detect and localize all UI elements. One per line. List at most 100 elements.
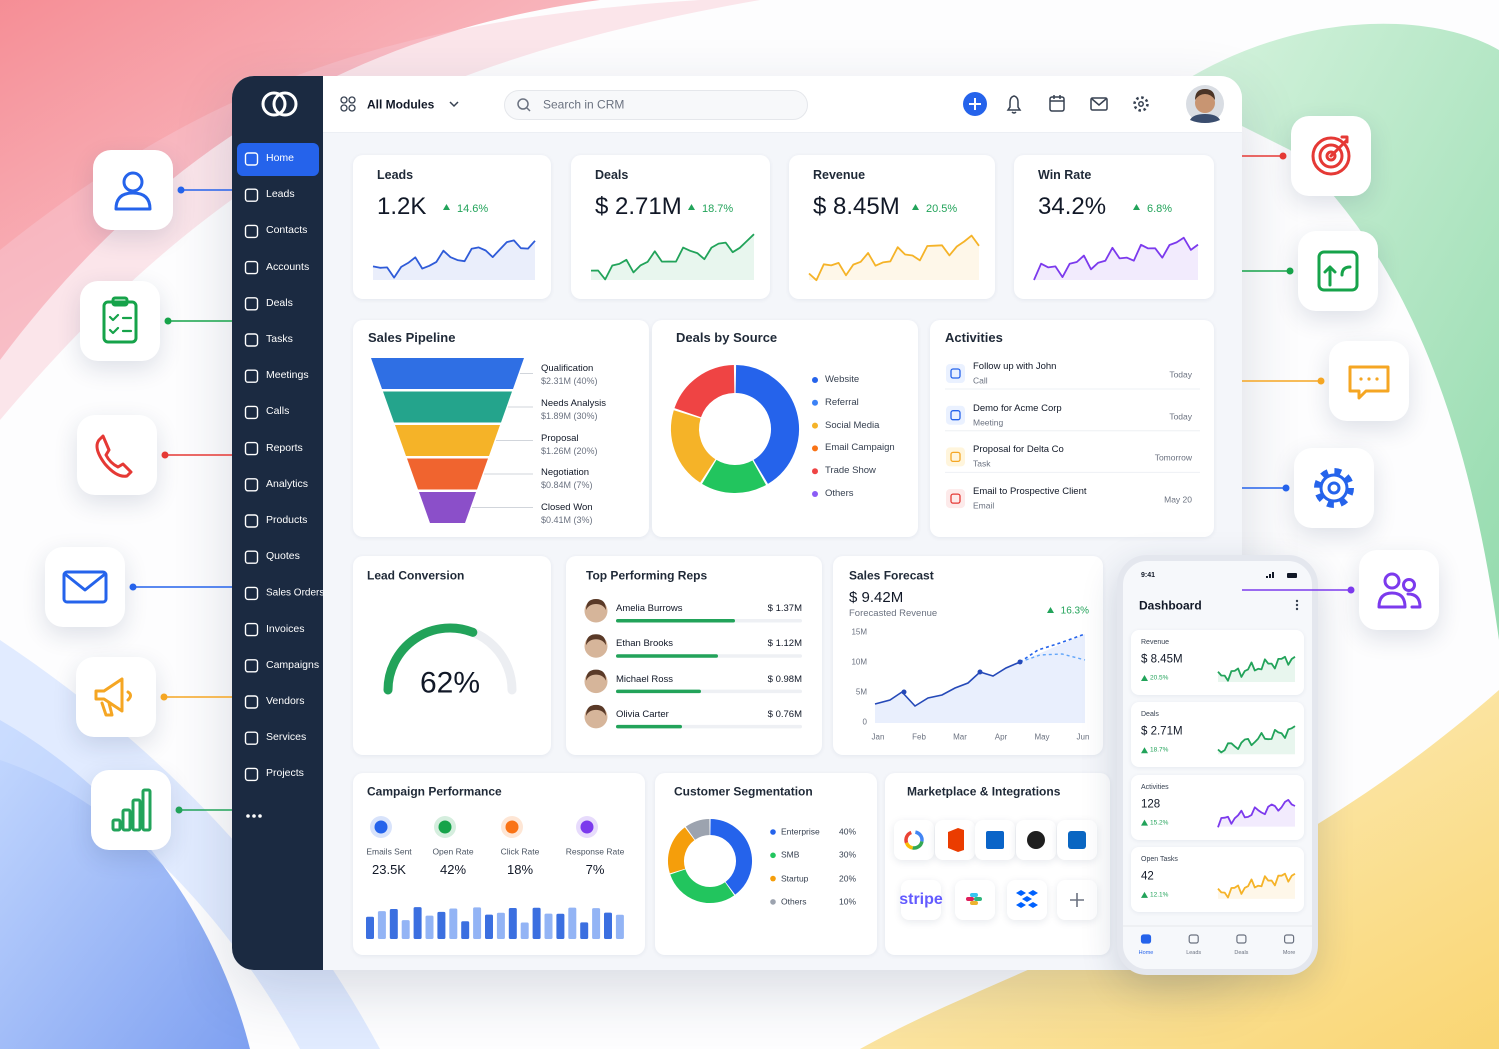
- forecast-value: $ 9.42M: [849, 588, 904, 606]
- legend-item: Social Media: [825, 419, 880, 431]
- card-title: Lead Conversion: [367, 568, 465, 583]
- nav-item: Analytics: [266, 478, 309, 491]
- forecast-change: 16.3%: [1060, 605, 1089, 617]
- legend-item: Enterprise: [781, 826, 820, 837]
- kpi-label: Revenue: [813, 168, 866, 183]
- nav-item: Home: [266, 152, 295, 165]
- integration-tile[interactable]: [901, 880, 941, 920]
- nav-item: Products: [266, 514, 308, 527]
- nav-item: Tasks: [266, 333, 293, 346]
- phone-nav-label[interactable]: Leads: [1186, 949, 1202, 956]
- rep-name: Amelia Burrows: [616, 602, 683, 614]
- stage-name: Proposal: [541, 432, 579, 444]
- activity-title: Demo for Acme Corp: [973, 402, 1062, 414]
- legend-item: Referral: [825, 396, 859, 408]
- kpi-label: Deals: [595, 168, 629, 183]
- nav-item: Accounts: [266, 260, 310, 273]
- kpi-value: 34.2%: [1038, 192, 1107, 220]
- rep-name: Michael Ross: [616, 673, 674, 685]
- card-title: Campaign Performance: [367, 784, 502, 799]
- rep-name: Olivia Carter: [616, 708, 669, 720]
- phone-card-change: 15.2%: [1150, 819, 1169, 827]
- rep-amount: $ 1.37M: [767, 602, 802, 614]
- metric-label: Emails Sent: [366, 846, 412, 857]
- legend-item: Website: [825, 373, 860, 385]
- y-tick-label: 15M: [851, 627, 867, 637]
- nav-item: Leads: [266, 188, 295, 201]
- stage-detail: $1.26M (20%): [541, 445, 598, 456]
- nav-item: Services: [266, 731, 307, 744]
- integration-tile[interactable]: [894, 820, 934, 860]
- nav-item: Vendors: [266, 695, 305, 708]
- search-placeholder: Search in CRM: [543, 97, 625, 112]
- stage-detail: $0.84M (7%): [541, 480, 593, 491]
- stage-detail: $1.89M (30%): [541, 410, 598, 421]
- kpi-value: $ 2.71M: [595, 192, 682, 220]
- phone-nav-label[interactable]: More: [1282, 949, 1296, 956]
- rep-amount: $ 1.12M: [767, 638, 802, 650]
- nav-item: Sales Orders: [266, 587, 325, 599]
- activity-date: May 20: [1164, 494, 1192, 505]
- phone-card-label: Open Tasks: [1141, 856, 1178, 864]
- swoosh-blue: [0, 720, 250, 1049]
- phone-card-value: 128: [1141, 798, 1161, 811]
- swoosh-green: [1170, 23, 1499, 640]
- activity-type: Email: [973, 500, 995, 511]
- modules-menu[interactable]: All Modules: [367, 97, 435, 112]
- metric-value: 23.5K: [372, 861, 406, 877]
- metric-value: 7%: [585, 861, 605, 877]
- legend-item: Startup: [781, 872, 809, 883]
- stripe-logo: stripe: [899, 891, 943, 909]
- card-title: Customer Segmentation: [674, 784, 813, 799]
- legend-item: Trade Show: [825, 464, 876, 476]
- phone-nav-label[interactable]: Home: [1138, 949, 1154, 956]
- kpi-change: 14.6%: [457, 202, 489, 215]
- nav-item: Campaigns: [266, 659, 320, 672]
- stage-detail: $0.41M (3%): [541, 515, 593, 526]
- x-tick-label: Jun: [1076, 732, 1090, 742]
- nav-item: Projects: [266, 767, 304, 780]
- marketplace-card: [885, 773, 1110, 955]
- stage-detail: $2.31M (40%): [541, 376, 598, 387]
- card-title: Sales Forecast: [849, 568, 934, 583]
- segment-share: 40%: [838, 826, 856, 837]
- card-title: Sales Pipeline: [368, 329, 456, 345]
- metric-value: 18%: [506, 861, 534, 877]
- nav-item: Contacts: [266, 224, 308, 237]
- search-box[interactable]: [504, 90, 808, 120]
- phone-nav-label[interactable]: Deals: [1234, 949, 1249, 956]
- y-tick-label: 10M: [851, 657, 867, 667]
- phone-card-change: 18.7%: [1150, 746, 1169, 754]
- stage-name: Needs Analysis: [541, 397, 606, 409]
- kpi-value: 1.2K: [377, 192, 427, 220]
- kpi-label: Leads: [377, 168, 414, 183]
- metric-value: 42%: [439, 861, 467, 877]
- activity-type: Task: [973, 458, 991, 469]
- activity-date: Today: [1169, 411, 1192, 422]
- legend-item: Others: [781, 896, 807, 907]
- metric-label: Click Rate: [500, 846, 540, 857]
- segment-share: 10%: [838, 896, 856, 907]
- kpi-change: 18.7%: [702, 202, 734, 215]
- phone-card-value: $ 2.71M: [1141, 725, 1183, 738]
- activity-title: Proposal for Delta Co: [973, 444, 1064, 456]
- stage-name: Qualification: [541, 362, 594, 374]
- y-tick-label: 5M: [855, 687, 867, 697]
- nav-item: Calls: [266, 405, 290, 418]
- x-tick-label: Mar: [953, 732, 967, 742]
- metric-label: Open Rate: [432, 846, 474, 857]
- status-time: 9:41: [1141, 572, 1156, 580]
- phone-card-label: Deals: [1141, 711, 1159, 719]
- team-icon-tile: [1359, 550, 1439, 630]
- phone-card-change: 20.5%: [1150, 674, 1169, 682]
- card-title: Marketplace & Integrations: [907, 784, 1061, 799]
- segment-share: 30%: [838, 849, 856, 860]
- legend-item: SMB: [781, 849, 800, 860]
- x-tick-label: Jan: [871, 732, 885, 742]
- rep-amount: $ 0.98M: [767, 673, 802, 685]
- x-tick-label: May: [1034, 732, 1050, 742]
- nav-item: Deals: [266, 297, 293, 310]
- nav-item: Reports: [266, 441, 303, 454]
